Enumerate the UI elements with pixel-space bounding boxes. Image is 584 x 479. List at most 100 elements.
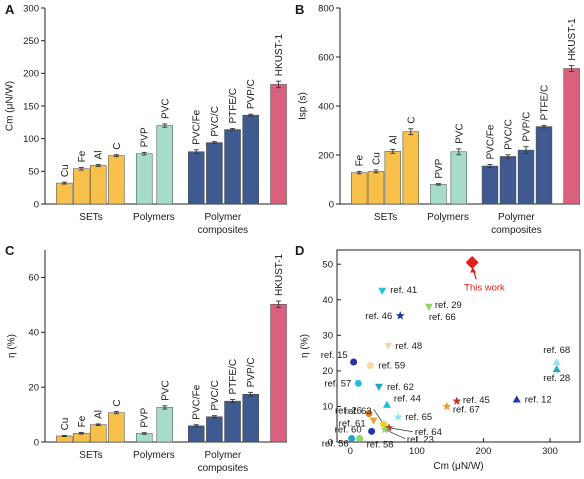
panel-d-point-ref-29 bbox=[424, 303, 433, 311]
panel-a-group-label: Polymer bbox=[205, 212, 242, 223]
panel-d-point-ref-58 bbox=[356, 434, 364, 442]
panel-d-x-tick-label: 0 bbox=[348, 446, 353, 457]
panel-c-y-tick-label: 60 bbox=[28, 273, 39, 284]
panel-b-bar-pvp bbox=[430, 184, 447, 205]
panel-d-point-ref-44 bbox=[382, 400, 391, 408]
panel-a-y-axis-label: Cm (μN/W) bbox=[5, 81, 16, 131]
panel-a-bar-pvp bbox=[135, 153, 153, 205]
panel-b-bar-c bbox=[402, 131, 419, 205]
panel-d-x-tick-label: 200 bbox=[476, 446, 492, 457]
panel-a-y-tick-label: 50 bbox=[28, 167, 39, 178]
panel-d-y-tick-label: 0 bbox=[328, 437, 333, 448]
panel-b-bar-label: C bbox=[406, 117, 417, 124]
panel-d-point-label-ref-23: ref. 23 bbox=[407, 435, 434, 446]
panel-b-bar-label: HKUST-1 bbox=[567, 18, 578, 61]
panel-b-y-axis-label: Isp (s) bbox=[298, 92, 309, 120]
panel-d-point-ref-63 bbox=[380, 420, 388, 428]
panel-d-point-label-ref-46: ref. 46 bbox=[365, 311, 392, 322]
panel-c-bar-pvc-fe bbox=[188, 425, 205, 443]
panel-d-x-tick-label: 100 bbox=[409, 446, 425, 457]
panel-b-bar-pvc-c bbox=[499, 156, 517, 205]
panel-b-bar-hkust-1 bbox=[563, 68, 580, 205]
panel-a-y-tick-label: 300 bbox=[23, 3, 39, 14]
panel-c-bar-pvp-c bbox=[242, 394, 259, 443]
panel-d-y-axis-label: η (%) bbox=[300, 334, 311, 358]
panel-d-point-label-ref-26: ref. 26 bbox=[335, 406, 362, 417]
panel-a-bar-pvc-c bbox=[206, 142, 223, 205]
panel-b-y-tick-label: 200 bbox=[318, 150, 334, 161]
panel-b-bar-label: PVP/C bbox=[522, 112, 533, 142]
panel-c-group-label: Polymer bbox=[205, 450, 242, 461]
panel-a-chart: A 0 50 100 150 200 250 300 Cm (μN/W) Cu Fe Al C PVP PV… bbox=[5, 2, 287, 236]
panel-a-bar-pvc-fe bbox=[188, 151, 205, 205]
panel-b-bar-label: PVP bbox=[434, 158, 445, 178]
panel-a-bar-label: PVC/Fe bbox=[192, 109, 203, 144]
panel-c-bar-label: Fe bbox=[77, 415, 88, 427]
panel-c-bar-hkust-1 bbox=[270, 304, 287, 443]
panel-c-letter: C bbox=[5, 243, 15, 258]
panel-b-letter: B bbox=[295, 2, 304, 17]
panel-d-point-label-ref-44: ref. 44 bbox=[394, 394, 421, 405]
panel-a-bar-ptfe-c bbox=[224, 129, 241, 205]
panel-b-bar-label: Al bbox=[388, 135, 399, 144]
panel-d-point-ref-23 bbox=[380, 424, 390, 434]
panel-a-y-tick-label: 0 bbox=[34, 199, 39, 210]
panel-d-point-this-work bbox=[465, 255, 479, 269]
panel-d-y-tick-label: 30 bbox=[322, 331, 333, 342]
panel-d-point-ref-57 bbox=[354, 379, 362, 387]
panel-d-point-label-ref-63: ref. 63 bbox=[345, 406, 372, 417]
panel-c-bar-label: PVP bbox=[140, 407, 151, 427]
panel-a-bar-cu bbox=[56, 182, 73, 205]
panel-c-bar-al bbox=[90, 424, 107, 443]
panel-a-bar-label: PVP bbox=[140, 127, 151, 147]
panel-a-bar-label: C bbox=[112, 142, 123, 149]
panel-d-point-ref-64 bbox=[384, 423, 394, 432]
panel-a-y-tick-label: 250 bbox=[23, 36, 39, 47]
panel-d-point-label-ref-59: ref. 59 bbox=[378, 361, 405, 372]
panel-a-bar-fe bbox=[73, 168, 90, 205]
panel-d-point-ref-48 bbox=[384, 342, 393, 350]
panel-a-bar-label: HKUST-1 bbox=[274, 34, 285, 77]
panel-a-group-label: SETs bbox=[79, 212, 102, 223]
panel-a-group-label: composites bbox=[198, 225, 249, 236]
panel-c-bar-pvp bbox=[135, 433, 153, 443]
panel-d-point-ref-60 bbox=[368, 427, 376, 435]
panel-d-point-label-ref-67: ref. 67 bbox=[453, 404, 480, 415]
panel-b-bar-label: PVC/Fe bbox=[486, 124, 497, 159]
panel-c-bar-pvc bbox=[156, 407, 174, 443]
panel-c-bar-label: PVC/C bbox=[210, 380, 221, 411]
panel-d-letter: D bbox=[295, 243, 304, 258]
panel-d-point-label-ref-62: ref. 62 bbox=[387, 382, 414, 393]
panel-d-point-ref-28 bbox=[552, 365, 561, 373]
panel-a-bar-label: PTFE/C bbox=[228, 88, 239, 124]
panel-d-point-label-ref-64: ref. 64 bbox=[415, 427, 442, 438]
panel-c-bar-label: PVC bbox=[160, 380, 171, 401]
panel-d-point-label-ref-28: ref. 28 bbox=[543, 373, 570, 384]
panel-b-bar-label: PTFE/C bbox=[540, 85, 551, 121]
panel-b-y-tick-label: 800 bbox=[318, 3, 334, 14]
panel-b-bar-pvp-c bbox=[517, 149, 535, 205]
panel-a-bar-hkust-1 bbox=[270, 84, 287, 205]
panel-d-y-tick-label: 40 bbox=[322, 295, 333, 306]
panel-b-group-label: Polymer bbox=[498, 212, 535, 223]
panel-c-group-label: Polymers bbox=[133, 450, 175, 461]
panel-c-group-label: SETs bbox=[79, 450, 102, 461]
panel-d-plot-frame bbox=[336, 249, 581, 443]
panel-b-y-tick-label: 0 bbox=[329, 199, 334, 210]
panel-b-bar-label: Cu bbox=[372, 152, 383, 165]
panel-c-bar-label: PVC/Fe bbox=[192, 384, 203, 419]
panel-d-point-ref-59 bbox=[366, 362, 374, 370]
panel-d-point-ref-61 bbox=[369, 417, 378, 425]
panel-d-chart: D 0 10 20 30 40 50 0 100 200 300 η (%) Cm (μN/W) ref.… bbox=[295, 243, 581, 472]
panel-d-point-label-ref-29: ref. 29 bbox=[435, 300, 462, 311]
panel-d-point-label-ref-12: ref. 12 bbox=[525, 394, 552, 405]
panel-b-bar-pvc bbox=[450, 151, 467, 205]
panel-c-bar-pvc-c bbox=[206, 416, 223, 443]
panel-d-point-ref-56 bbox=[348, 434, 356, 442]
panel-d-point-label-ref-61: ref. 61 bbox=[339, 419, 366, 430]
panel-b-bar-label: Fe bbox=[355, 154, 366, 166]
panel-d-x-axis-label: Cm (μN/W) bbox=[433, 461, 483, 472]
panel-a-y-tick-label: 100 bbox=[23, 134, 39, 145]
panel-c-y-axis-label: η (%) bbox=[7, 334, 18, 358]
panel-d-this-work-arrowhead bbox=[470, 267, 477, 273]
